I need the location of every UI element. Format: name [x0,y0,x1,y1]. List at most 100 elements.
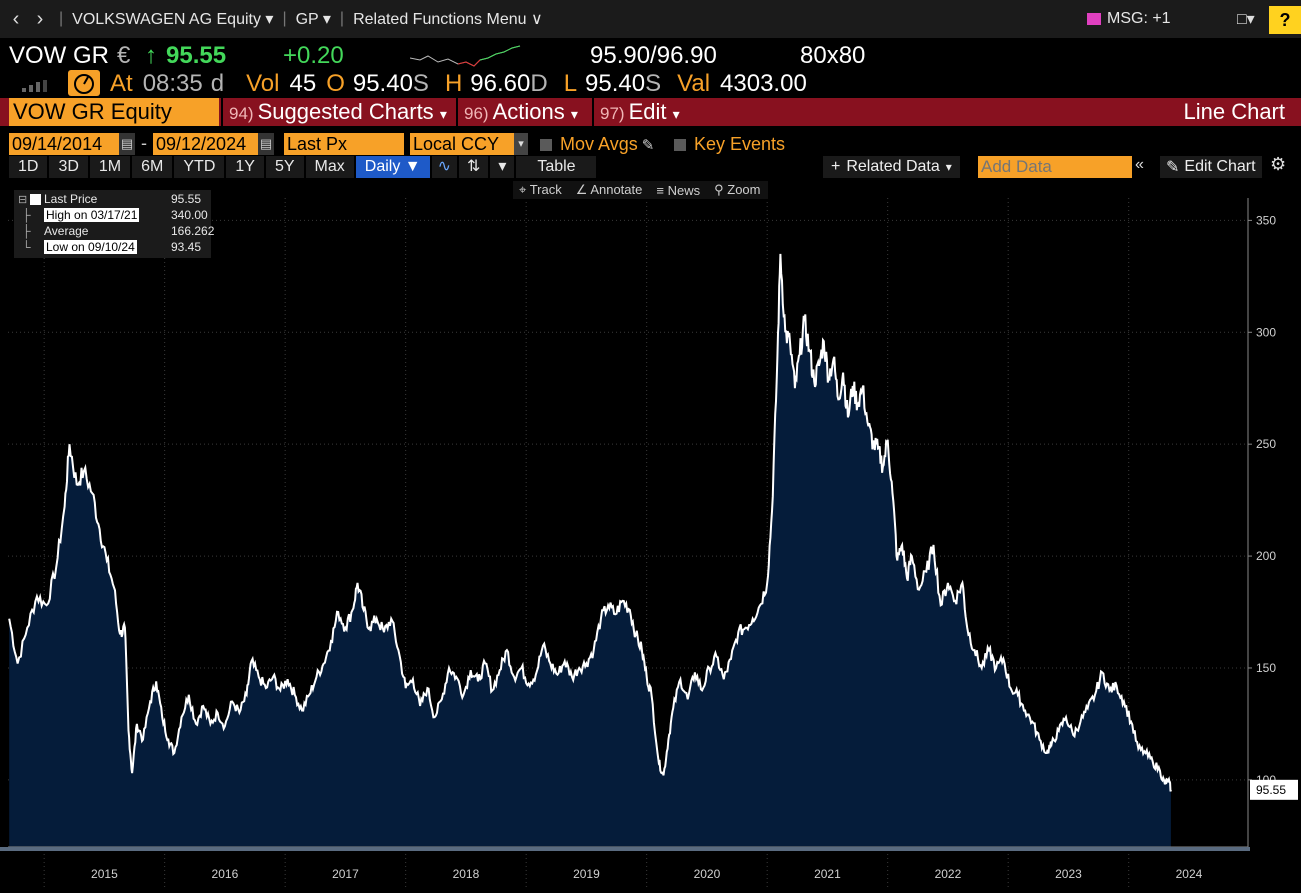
value-label: Val [677,70,711,97]
low-label: L [563,70,578,97]
window-menu-icon[interactable]: □▾ [1237,11,1255,28]
divider: | [282,10,287,27]
legend-high[interactable]: ├ High on 03/17/21 340.00 [14,208,211,223]
period-1d-button[interactable]: 1D [9,156,48,178]
key-events-label: Key Events [694,134,786,154]
table-button[interactable]: Table [516,156,597,178]
mov-avgs-checkbox[interactable] [540,138,552,151]
chevron-down-icon[interactable]: ▾ [490,156,515,178]
annotate-label: Annotate [590,182,643,197]
actions-menu[interactable]: 96) Actions ▾ [456,98,592,126]
y-tick-label: 200 [1256,549,1276,563]
legend-low[interactable]: └ Low on 09/10/24 93.45 [14,240,211,255]
security-input[interactable]: VOW GR Equity [9,98,219,126]
function-menu[interactable]: GP ▾ [296,9,331,29]
security-label: VOLKSWAGEN AG Equity [72,11,261,28]
date-range-dash: - [141,133,147,153]
x-tick-label: 2017 [332,867,359,881]
field-select[interactable]: Last Px [284,133,404,155]
frequency-select[interactable]: Daily ▼ [355,156,430,178]
last-price-tag-box [1250,779,1298,800]
edit-chart-button[interactable]: ✎ Edit Chart [1160,156,1262,178]
gear-icon[interactable]: ⚙ [1270,154,1287,174]
tree-branch-icon: ├ [22,208,31,222]
function-label: GP [295,11,319,28]
period-3d-button[interactable]: 3D [49,156,88,178]
period-max-button[interactable]: Max [305,156,354,178]
suggested-charts-menu[interactable]: 94) Suggested Charts ▾ [221,98,456,126]
legend-average[interactable]: ├ Average 166.262 [14,224,214,239]
track-label: Track [529,182,562,197]
currency-select[interactable]: Local CCY [410,133,514,155]
gauge-icon[interactable] [68,70,100,96]
high-value: 96.60 [470,70,531,97]
y-tick-label: 350 [1256,213,1276,227]
x-tick-label: 2015 [91,867,118,881]
currency-symbol: € [117,42,131,69]
period-5y-button[interactable]: 5Y [265,156,304,178]
top-bar: ‹ › | VOLKSWAGEN AG Equity ▾ | GP ▾ | Re… [0,0,1301,38]
y-tick-label: 300 [1256,325,1276,339]
tree-toggle-icon[interactable]: ⊟ [18,194,28,206]
start-date-input[interactable]: 09/14/2014 [9,133,119,155]
range-slider[interactable] [0,847,1250,851]
menu-number: 94) [229,104,254,123]
legend-low-label: Low on 09/10/24 [44,240,137,254]
intraday-sparkline [410,45,521,67]
annotate-icon: ∠ [575,182,588,197]
open-suffix: S [412,70,429,97]
end-date-input[interactable]: 09/12/2024 [153,133,258,155]
news-label: News [667,182,701,198]
key-events-toggle[interactable]: Key Events [674,134,785,155]
related-data-menu[interactable]: + Related Data ▾ [823,156,960,178]
magnifier-icon: ⚲ [714,182,724,197]
news-tool[interactable]: ≡ News [656,183,700,198]
period-1y-button[interactable]: 1Y [226,156,264,178]
x-tick-label: 2021 [814,867,841,881]
chevron-down-icon[interactable]: ▾ [514,133,528,155]
legend-average-label: Average [44,224,89,238]
x-tick-label: 2020 [694,867,721,881]
uptick-arrow-icon: ↑ [145,42,157,69]
edit-menu[interactable]: 97) Edit ▾ [592,98,692,126]
msg-indicator[interactable]: MSG: +1 [1087,10,1171,28]
menu-number: 97) [600,104,625,123]
pencil-icon[interactable]: ✎ [641,136,655,154]
track-tool[interactable]: ⌖ Track [519,182,562,198]
quote-time: 08:35 [142,70,203,97]
chart-tools: ⌖ Track ∠ Annotate ≡ News ⚲ Zoom [513,181,769,199]
chevron-down-icon: ▾ [570,106,578,122]
collapse-icon[interactable]: « [1135,156,1144,173]
forward-arrow-icon[interactable]: › [36,7,44,30]
tree-branch-icon: ├ [22,224,31,238]
back-arrow-icon[interactable]: ‹ [12,7,20,30]
period-6m-button[interactable]: 6M [132,156,173,178]
related-label: Related Functions Menu [353,11,527,28]
legend-high-value: 340.00 [171,208,208,222]
zoom-tool[interactable]: ⚲ Zoom [714,182,760,198]
calendar-icon[interactable]: ▤ [119,133,135,155]
legend-last-price[interactable]: ⊟ Last Price 95.55 [14,192,211,207]
key-events-checkbox[interactable] [674,138,686,151]
period-1m-button[interactable]: 1M [89,156,131,178]
menu-number: 96) [464,104,489,123]
menu-label: Actions [492,99,565,124]
add-data-input[interactable] [978,156,1132,178]
plus-icon: + [831,158,841,175]
bar-style-icon[interactable]: ⇅ [459,156,489,178]
mov-avgs-toggle[interactable]: Mov Avgs ✎ [540,134,654,155]
period-ytd-button[interactable]: YTD [174,156,225,178]
price-chart[interactable]: 100150200250300350 201520162017201820192… [0,183,1301,893]
low-suffix: S [645,70,662,97]
annotate-tool[interactable]: ∠ Annotate [576,182,643,198]
help-button[interactable]: ? [1269,6,1301,34]
volume-label: Vol [246,70,280,97]
related-functions-menu[interactable]: Related Functions Menu ∨ [353,9,543,29]
legend-low-value: 93.45 [171,240,202,254]
x-tick-label: 2024 [1176,867,1203,881]
security-menu[interactable]: VOLKSWAGEN AG Equity ▾ [72,9,273,29]
crosshair-icon: ⌖ [519,182,527,197]
calendar-icon[interactable]: ▤ [258,133,274,155]
related-data-label: Related Data [846,158,940,175]
line-chart-icon[interactable]: ∿ [431,156,458,178]
